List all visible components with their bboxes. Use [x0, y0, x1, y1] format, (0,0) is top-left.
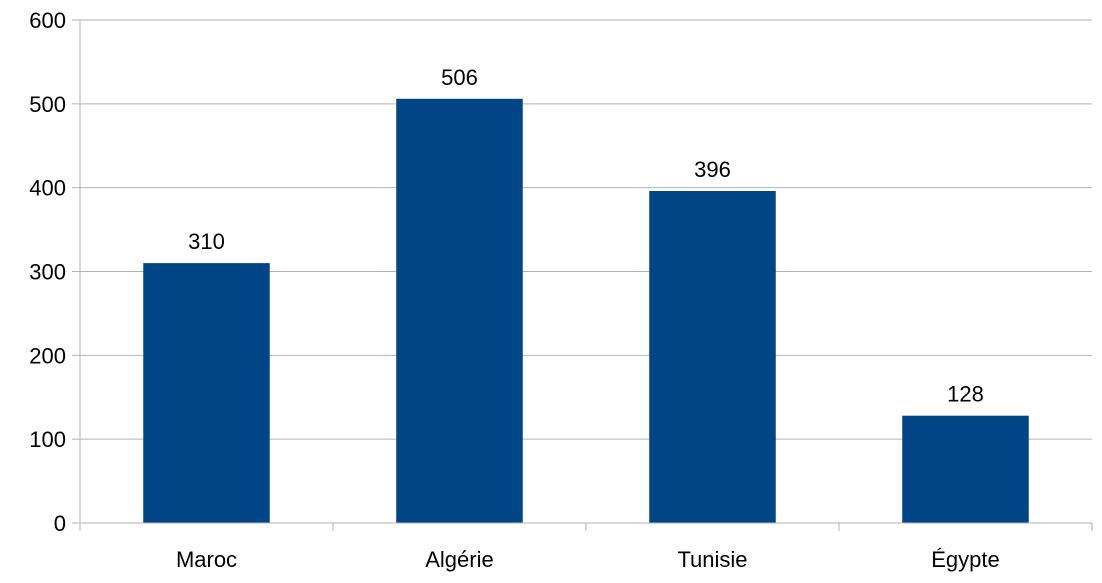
bar: [902, 415, 1029, 523]
bar-value-label: 310: [188, 229, 225, 254]
bar-value-label: 396: [694, 157, 731, 182]
bar: [143, 263, 270, 523]
y-tick-label: 100: [29, 427, 66, 452]
axes: [72, 19, 1093, 531]
y-tick-label: 0: [54, 511, 66, 536]
bar-value-label: 506: [441, 65, 478, 90]
y-tick-label: 400: [29, 176, 66, 201]
y-tick-label: 200: [29, 343, 66, 368]
labels: 0 100 200 300 400 500 600 310 Maroc 506 Algérie 396…: [29, 8, 999, 572]
x-category-label: Maroc: [176, 547, 237, 572]
bar: [396, 98, 523, 523]
x-category-label: Tunisie: [677, 547, 747, 572]
bar-value-label: 128: [947, 382, 984, 407]
x-category-label: Égypte: [931, 547, 1000, 572]
y-tick-label: 300: [29, 260, 66, 285]
y-tick-label: 600: [29, 8, 66, 33]
y-tick-label: 500: [29, 92, 66, 117]
x-category-label: Algérie: [425, 547, 493, 572]
bar: [649, 191, 776, 523]
bars: [143, 98, 1029, 523]
